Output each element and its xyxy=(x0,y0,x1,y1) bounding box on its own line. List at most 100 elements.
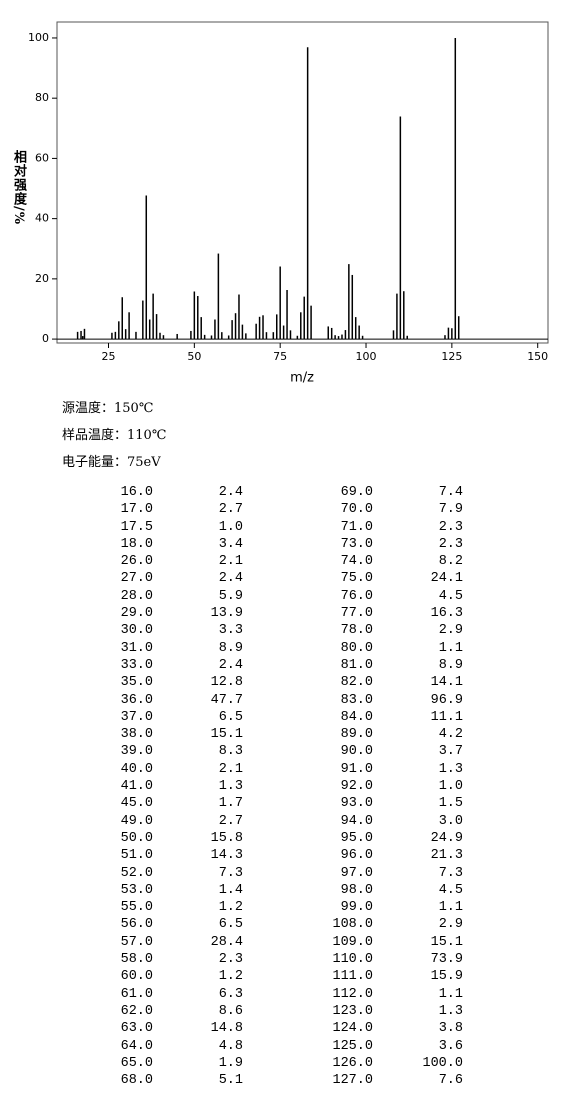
table-cell: 57.0 xyxy=(120,934,153,950)
table-cell: 49.0 xyxy=(120,813,153,829)
table-row: 33.0 2.4 81.0 8.9 xyxy=(0,658,570,675)
table-row: 58.0 2.3 110.0 73.9 xyxy=(0,952,570,969)
table-cell: 91.0 xyxy=(340,761,373,777)
table-cell: 1.2 xyxy=(218,969,243,985)
table-cell: 111.0 xyxy=(332,969,373,985)
table-cell: 96.0 xyxy=(340,848,373,864)
table-cell: 11.1 xyxy=(430,709,463,725)
table-cell: 78.0 xyxy=(340,623,373,639)
x-tick-label: 125 xyxy=(441,350,462,363)
table-cell: 5.9 xyxy=(218,588,243,604)
table-row: 51.0 14.3 96.0 21.3 xyxy=(0,848,570,865)
table-cell: 12.8 xyxy=(210,675,243,691)
table-cell: 2.7 xyxy=(218,502,243,518)
y-tick-label: 0 xyxy=(42,332,49,345)
table-row: 27.0 2.4 75.0 24.1 xyxy=(0,571,570,588)
table-cell: 127.0 xyxy=(332,1073,373,1089)
x-tick-label: 75 xyxy=(273,350,287,363)
table-cell: 2.9 xyxy=(438,623,463,639)
table-row: 57.0 28.4 109.0 15.1 xyxy=(0,935,570,952)
table-cell: 3.0 xyxy=(438,813,463,829)
condition: 源温度：150℃ xyxy=(62,401,154,416)
table-cell: 21.3 xyxy=(430,848,463,864)
table-cell: 15.9 xyxy=(430,969,463,985)
table-cell: 7.9 xyxy=(438,502,463,518)
table-cell: 3.4 xyxy=(218,536,243,552)
y-tick-label: 20 xyxy=(35,272,49,285)
table-cell: 95.0 xyxy=(340,830,373,846)
table-cell: 47.7 xyxy=(210,692,243,708)
table-cell: 125.0 xyxy=(332,1038,373,1054)
table-cell: 80.0 xyxy=(340,640,373,656)
table-row: 37.0 6.5 84.0 11.1 xyxy=(0,710,570,727)
table-cell: 4.5 xyxy=(438,588,463,604)
table-cell: 6.5 xyxy=(218,709,243,725)
table-cell: 1.0 xyxy=(218,519,243,535)
table-cell: 6.3 xyxy=(218,986,243,1002)
table-cell: 99.0 xyxy=(340,900,373,916)
table-cell: 70.0 xyxy=(340,502,373,518)
table-cell: 8.9 xyxy=(438,657,463,673)
table-row: 17.5 1.0 71.0 2.3 xyxy=(0,520,570,537)
table-cell: 63.0 xyxy=(120,1021,153,1037)
table-row: 30.0 3.3 78.0 2.9 xyxy=(0,623,570,640)
table-cell: 45.0 xyxy=(120,796,153,812)
condition: 电子能量：75eV xyxy=(62,455,161,470)
table-cell: 2.7 xyxy=(218,813,243,829)
table-cell: 14.3 xyxy=(210,848,243,864)
table-cell: 28.4 xyxy=(210,934,243,950)
table-row: 39.0 8.3 90.0 3.7 xyxy=(0,744,570,761)
table-row: 50.0 15.8 95.0 24.9 xyxy=(0,831,570,848)
table-cell: 60.0 xyxy=(120,969,153,985)
table-cell: 1.7 xyxy=(218,796,243,812)
table-cell: 53.0 xyxy=(120,882,153,898)
table-cell: 71.0 xyxy=(340,519,373,535)
peak-table: 16.0 2.4 69.0 7.4 17.0 2.7 70.0 7.9 17.5 1.0 71.0 2… xyxy=(0,485,570,1090)
table-row: 26.0 2.1 74.0 8.2 xyxy=(0,554,570,571)
table-cell: 123.0 xyxy=(332,1003,373,1019)
table-cell: 28.0 xyxy=(120,588,153,604)
table-cell: 61.0 xyxy=(120,986,153,1002)
table-row: 17.0 2.7 70.0 7.9 xyxy=(0,502,570,519)
table-row: 40.0 2.1 91.0 1.3 xyxy=(0,762,570,779)
table-cell: 38.0 xyxy=(120,727,153,743)
table-cell: 110.0 xyxy=(332,952,373,968)
table-cell: 33.0 xyxy=(120,657,153,673)
table-cell: 8.9 xyxy=(218,640,243,656)
table-cell: 68.0 xyxy=(120,1073,153,1089)
table-cell: 1.3 xyxy=(218,779,243,795)
table-cell: 126.0 xyxy=(332,1055,373,1071)
table-cell: 50.0 xyxy=(120,830,153,846)
table-cell: 84.0 xyxy=(340,709,373,725)
table-cell: 81.0 xyxy=(340,657,373,673)
y-tick-label: 100 xyxy=(28,31,49,44)
table-cell: 1.2 xyxy=(218,900,243,916)
table-cell: 14.1 xyxy=(430,675,463,691)
table-cell: 94.0 xyxy=(340,813,373,829)
table-cell: 4.2 xyxy=(438,727,463,743)
table-cell: 74.0 xyxy=(340,554,373,570)
table-cell: 92.0 xyxy=(340,779,373,795)
table-cell: 29.0 xyxy=(120,606,153,622)
table-cell: 2.4 xyxy=(218,571,243,587)
table-cell: 56.0 xyxy=(120,917,153,933)
table-cell: 17.5 xyxy=(120,519,153,535)
table-row: 65.0 1.9 126.0 100.0 xyxy=(0,1056,570,1073)
x-axis-label: m/z xyxy=(290,371,314,386)
table-cell: 1.4 xyxy=(218,882,243,898)
table-cell: 73.0 xyxy=(340,536,373,552)
table-cell: 7.3 xyxy=(218,865,243,881)
table-cell: 8.3 xyxy=(218,744,243,760)
table-cell: 3.7 xyxy=(438,744,463,760)
table-cell: 96.9 xyxy=(430,692,463,708)
table-cell: 124.0 xyxy=(332,1021,373,1037)
table-cell: 1.9 xyxy=(218,1055,243,1071)
table-cell: 4.8 xyxy=(218,1038,243,1054)
table-cell: 27.0 xyxy=(120,571,153,587)
table-row: 41.0 1.3 92.0 1.0 xyxy=(0,779,570,796)
table-row: 16.0 2.4 69.0 7.4 xyxy=(0,485,570,502)
table-cell: 15.1 xyxy=(430,934,463,950)
table-cell: 18.0 xyxy=(120,536,153,552)
table-cell: 2.3 xyxy=(218,952,243,968)
